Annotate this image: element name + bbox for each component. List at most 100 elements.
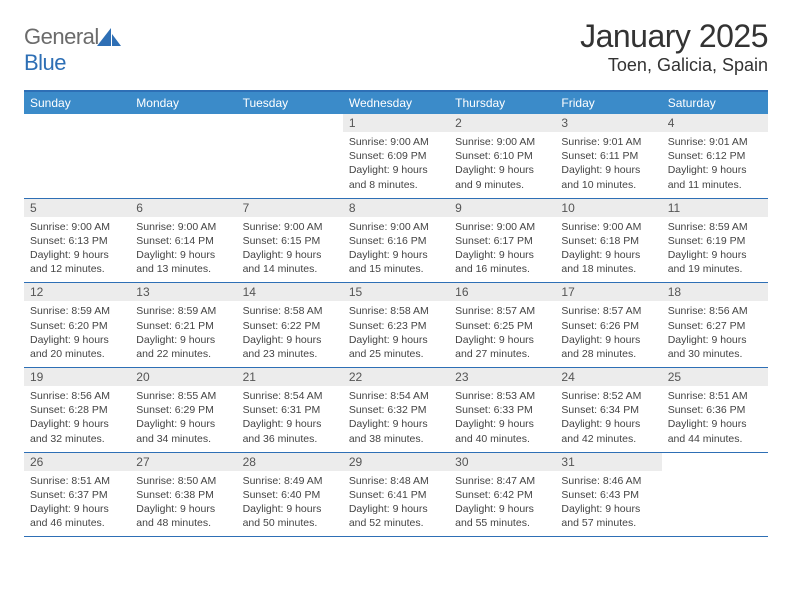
day-line: and 57 minutes. [561,516,655,530]
day-body: Sunrise: 8:51 AMSunset: 6:36 PMDaylight:… [662,386,768,452]
day-line: Daylight: 9 hours [30,417,124,431]
day-body: Sunrise: 8:59 AMSunset: 6:20 PMDaylight:… [24,301,130,367]
day-number: 6 [130,199,236,217]
day-line: Sunset: 6:38 PM [136,488,230,502]
header: GeneralBlue January 2025 Toen, Galicia, … [24,18,768,76]
day-cell: 9Sunrise: 9:00 AMSunset: 6:17 PMDaylight… [449,199,555,283]
day-body: Sunrise: 9:01 AMSunset: 6:12 PMDaylight:… [662,132,768,198]
day-cell [237,114,343,198]
day-cell: 11Sunrise: 8:59 AMSunset: 6:19 PMDayligh… [662,199,768,283]
week-row: 5Sunrise: 9:00 AMSunset: 6:13 PMDaylight… [24,199,768,284]
day-line: and 28 minutes. [561,347,655,361]
day-line: and 50 minutes. [243,516,337,530]
day-cell: 21Sunrise: 8:54 AMSunset: 6:31 PMDayligh… [237,368,343,452]
weekday-header: Saturday [662,92,768,114]
day-line: and 16 minutes. [455,262,549,276]
weekday-header: Monday [130,92,236,114]
day-number: 10 [555,199,661,217]
day-body: Sunrise: 8:56 AMSunset: 6:27 PMDaylight:… [662,301,768,367]
day-line: Sunrise: 9:00 AM [455,135,549,149]
day-line: and 34 minutes. [136,432,230,446]
day-line: Sunrise: 9:00 AM [136,220,230,234]
day-body: Sunrise: 8:59 AMSunset: 6:19 PMDaylight:… [662,217,768,283]
day-body: Sunrise: 8:55 AMSunset: 6:29 PMDaylight:… [130,386,236,452]
day-number: 17 [555,283,661,301]
day-line: and 52 minutes. [349,516,443,530]
day-line: Daylight: 9 hours [349,248,443,262]
day-body: Sunrise: 9:00 AMSunset: 6:16 PMDaylight:… [343,217,449,283]
day-line: Sunset: 6:41 PM [349,488,443,502]
week-row: 19Sunrise: 8:56 AMSunset: 6:28 PMDayligh… [24,368,768,453]
day-body: Sunrise: 8:59 AMSunset: 6:21 PMDaylight:… [130,301,236,367]
day-line: and 9 minutes. [455,178,549,192]
day-line: Sunset: 6:25 PM [455,319,549,333]
day-body [130,132,236,141]
day-number: 11 [662,199,768,217]
day-body: Sunrise: 8:49 AMSunset: 6:40 PMDaylight:… [237,471,343,537]
day-number: 24 [555,368,661,386]
calendar: Sunday Monday Tuesday Wednesday Thursday… [24,90,768,537]
day-cell: 22Sunrise: 8:54 AMSunset: 6:32 PMDayligh… [343,368,449,452]
day-line: Sunrise: 8:59 AM [30,304,124,318]
day-body: Sunrise: 9:00 AMSunset: 6:15 PMDaylight:… [237,217,343,283]
day-line: and 25 minutes. [349,347,443,361]
day-line: and 18 minutes. [561,262,655,276]
day-cell: 27Sunrise: 8:50 AMSunset: 6:38 PMDayligh… [130,453,236,537]
day-line: Daylight: 9 hours [561,333,655,347]
day-cell: 14Sunrise: 8:58 AMSunset: 6:22 PMDayligh… [237,283,343,367]
day-line: and 55 minutes. [455,516,549,530]
day-line: Sunset: 6:09 PM [349,149,443,163]
weekday-header: Thursday [449,92,555,114]
day-body: Sunrise: 8:54 AMSunset: 6:32 PMDaylight:… [343,386,449,452]
day-line: Sunrise: 9:01 AM [561,135,655,149]
day-cell: 28Sunrise: 8:49 AMSunset: 6:40 PMDayligh… [237,453,343,537]
day-number: 3 [555,114,661,132]
day-line: Sunrise: 8:56 AM [30,389,124,403]
day-number: 15 [343,283,449,301]
day-number: 22 [343,368,449,386]
day-line: Daylight: 9 hours [136,248,230,262]
day-number: 19 [24,368,130,386]
page-title: January 2025 [580,18,768,55]
day-cell: 29Sunrise: 8:48 AMSunset: 6:41 PMDayligh… [343,453,449,537]
day-number: 28 [237,453,343,471]
day-line: Daylight: 9 hours [30,502,124,516]
weekday-header-row: Sunday Monday Tuesday Wednesday Thursday… [24,92,768,114]
day-cell: 20Sunrise: 8:55 AMSunset: 6:29 PMDayligh… [130,368,236,452]
day-cell: 24Sunrise: 8:52 AMSunset: 6:34 PMDayligh… [555,368,661,452]
day-line: Daylight: 9 hours [561,502,655,516]
weeks-container: 1Sunrise: 9:00 AMSunset: 6:09 PMDaylight… [24,114,768,537]
day-line: Sunrise: 8:55 AM [136,389,230,403]
day-line: Sunset: 6:16 PM [349,234,443,248]
day-line: Sunrise: 8:58 AM [349,304,443,318]
day-cell: 17Sunrise: 8:57 AMSunset: 6:26 PMDayligh… [555,283,661,367]
day-line: Daylight: 9 hours [243,502,337,516]
day-line: Sunset: 6:27 PM [668,319,762,333]
day-line: Sunrise: 8:58 AM [243,304,337,318]
day-line: Sunset: 6:15 PM [243,234,337,248]
day-line: Sunset: 6:10 PM [455,149,549,163]
day-body: Sunrise: 8:47 AMSunset: 6:42 PMDaylight:… [449,471,555,537]
day-line: Daylight: 9 hours [349,333,443,347]
day-line: Sunset: 6:18 PM [561,234,655,248]
day-line: Sunrise: 8:57 AM [561,304,655,318]
day-number: 12 [24,283,130,301]
day-line: Sunset: 6:11 PM [561,149,655,163]
day-line: Daylight: 9 hours [561,163,655,177]
brand-name-part2: Blue [24,50,66,75]
day-line: Daylight: 9 hours [455,163,549,177]
day-cell: 15Sunrise: 8:58 AMSunset: 6:23 PMDayligh… [343,283,449,367]
day-body [24,132,130,141]
day-line: Sunset: 6:31 PM [243,403,337,417]
day-line: and 20 minutes. [30,347,124,361]
day-line: Sunrise: 8:59 AM [668,220,762,234]
day-number: 5 [24,199,130,217]
day-line: and 19 minutes. [668,262,762,276]
weekday-header: Friday [555,92,661,114]
day-line: and 15 minutes. [349,262,443,276]
day-line: Daylight: 9 hours [30,333,124,347]
day-line: Sunrise: 8:57 AM [455,304,549,318]
day-line: Sunset: 6:33 PM [455,403,549,417]
day-number: 2 [449,114,555,132]
day-line: and 12 minutes. [30,262,124,276]
